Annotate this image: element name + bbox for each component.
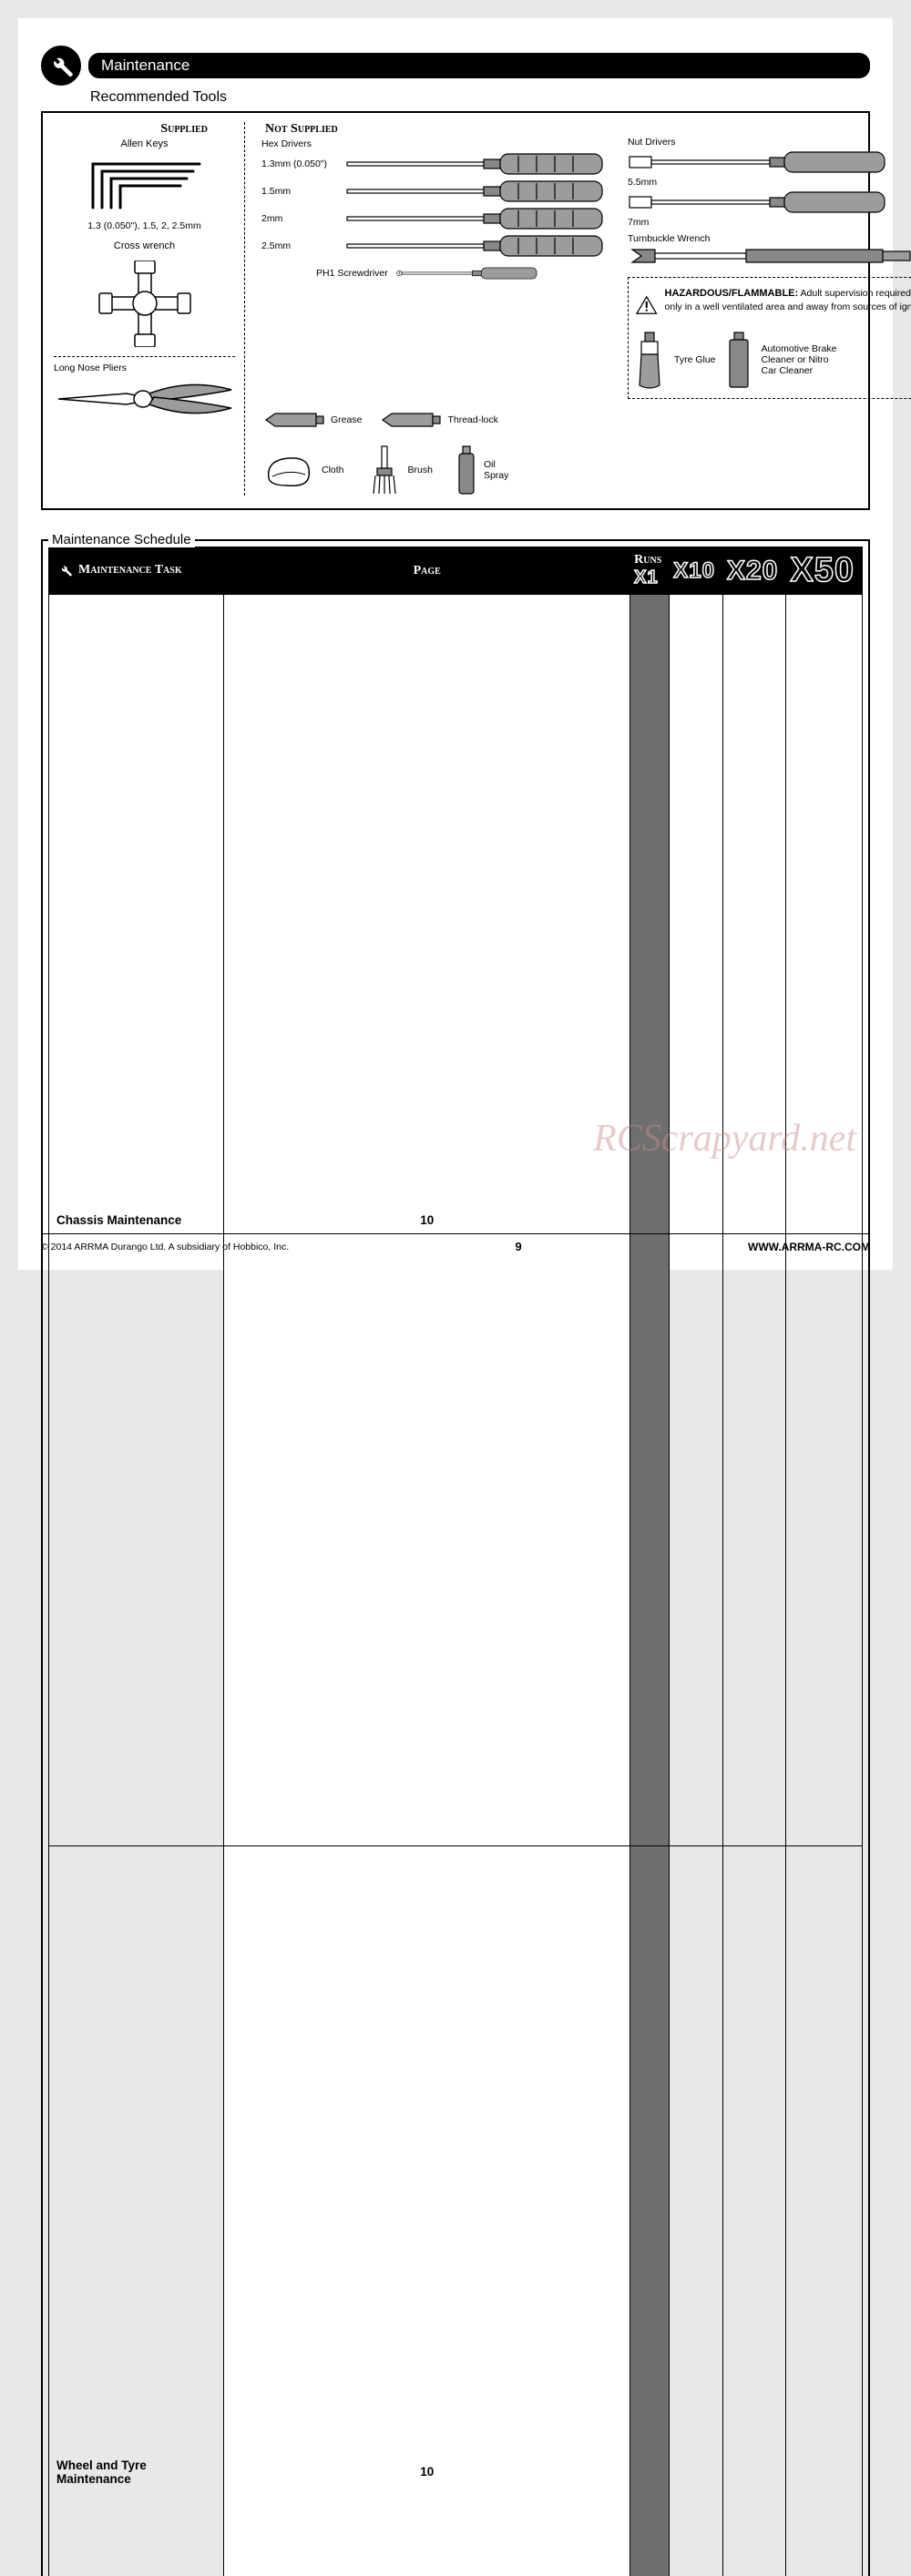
brush-label: Brush	[408, 465, 433, 475]
copyright: © 2014 ARRMA Durango Ltd. A subsidiary o…	[41, 1242, 289, 1252]
run-cell	[670, 1846, 723, 2576]
allen-keys-sizes: 1.3 (0.050"), 1.5, 2, 2.5mm	[54, 220, 235, 231]
th-runs: Runs X1	[630, 547, 670, 595]
cross-wrench-label: Cross wrench	[54, 240, 235, 251]
run-cell	[786, 1846, 863, 2576]
warning-box: HAZARDOUS/FLAMMABLE: Adult supervision r…	[628, 277, 911, 399]
run-cell	[786, 595, 863, 1846]
table-row: Chassis Maintenance10	[49, 595, 863, 1846]
warning-title: HAZARDOUS/FLAMMABLE:	[665, 288, 799, 299]
grease-tube-icon	[261, 408, 325, 432]
th-page: Page	[224, 547, 630, 595]
nut-driver-icon	[628, 149, 892, 175]
footer-url: WWW.ARRMA-RC.COM	[748, 1241, 870, 1253]
page-cell: 10	[224, 595, 630, 1846]
ph1-label: PH1 Screwdriver	[316, 268, 388, 279]
turnbuckle-label: Turnbuckle Wrench	[628, 233, 911, 244]
wrench-icon	[41, 46, 81, 86]
task-cell: Wheel and Tyre Maintenance	[49, 1846, 224, 2576]
pliers-icon	[54, 373, 236, 428]
cross-wrench-icon	[95, 261, 195, 347]
section-title: Maintenance	[88, 53, 870, 78]
cleaner-label: Automotive Brake Cleaner or Nitro Car Cl…	[762, 343, 844, 376]
cloth-label: Cloth	[322, 465, 344, 475]
page-number: 9	[515, 1240, 521, 1253]
hex-driver-icon	[345, 206, 609, 231]
task-cell: Chassis Maintenance	[49, 595, 224, 1846]
footer: © 2014 ARRMA Durango Ltd. A subsidiary o…	[41, 1233, 870, 1253]
run-cell	[670, 595, 723, 1846]
hex-driver-icon	[345, 233, 609, 259]
th-runs: X20	[722, 547, 785, 595]
th-runs: X10	[670, 547, 723, 595]
hex-driver-icon	[345, 179, 609, 204]
hex-size-label: 2.5mm	[261, 240, 338, 251]
run-cell	[630, 595, 670, 1846]
section-subtitle: Recommended Tools	[90, 89, 870, 106]
oil-spray-label: Oil Spray	[484, 459, 520, 481]
spray-can-icon	[727, 331, 751, 389]
th-runs: X50	[786, 547, 863, 595]
pliers-label: Long Nose Pliers	[54, 363, 235, 373]
hex-driver-row: 2.5mm	[261, 233, 609, 259]
run-cell	[722, 595, 785, 1846]
run-cell	[722, 1846, 785, 2576]
hex-size-label: 1.3mm (0.050")	[261, 158, 338, 169]
nut-driver-row	[628, 189, 911, 215]
brush-icon	[366, 445, 403, 496]
nut-size-label: 5.5mm	[628, 177, 911, 188]
table-row: Wheel and Tyre Maintenance10	[49, 1846, 863, 2576]
threadlock-label: Thread-lock	[447, 414, 497, 425]
allen-keys-label: Allen Keys	[54, 138, 235, 149]
th-task: Maintenance Task	[49, 547, 224, 595]
section-header: Maintenance	[41, 46, 870, 86]
schedule-table: Maintenance TaskPageRuns X1X10X20X50 Cha…	[48, 547, 863, 2576]
oil-spray-icon	[455, 445, 478, 496]
grease-label: Grease	[331, 414, 362, 425]
nut-size-label: 7mm	[628, 217, 911, 228]
hex-drivers-label: Hex Drivers	[261, 138, 609, 149]
nut-drivers-label: Nut Drivers	[628, 137, 911, 148]
hex-driver-row: 1.3mm (0.050")	[261, 151, 609, 177]
hex-driver-icon	[345, 151, 609, 177]
schedule-box: Maintenance TaskPageRuns X1X10X20X50 Cha…	[41, 539, 870, 2576]
schedule-title: Maintenance Schedule	[48, 532, 195, 547]
hex-driver-row: 2mm	[261, 206, 609, 231]
threadlock-tube-icon	[378, 408, 442, 432]
warning-icon	[636, 287, 658, 323]
not-supplied-heading: Not Supplied	[261, 122, 609, 137]
screwdriver-icon	[395, 261, 541, 286]
run-cell	[630, 1846, 670, 2576]
page-cell: 10	[224, 1846, 630, 2576]
hex-size-label: 1.5mm	[261, 186, 338, 197]
cloth-icon	[261, 451, 316, 489]
supplied-heading: Supplied	[54, 122, 235, 137]
glue-icon	[636, 331, 663, 389]
hex-driver-row: 1.5mm	[261, 179, 609, 204]
allen-keys-icon	[86, 153, 204, 217]
nut-driver-icon	[628, 189, 892, 215]
turnbuckle-icon	[628, 246, 911, 266]
nut-driver-row	[628, 149, 911, 175]
hex-size-label: 2mm	[261, 213, 338, 224]
tyre-glue-label: Tyre Glue	[674, 354, 716, 365]
tools-box: Supplied Allen Keys 1.3 (0.050"), 1.5, 2…	[41, 111, 870, 510]
